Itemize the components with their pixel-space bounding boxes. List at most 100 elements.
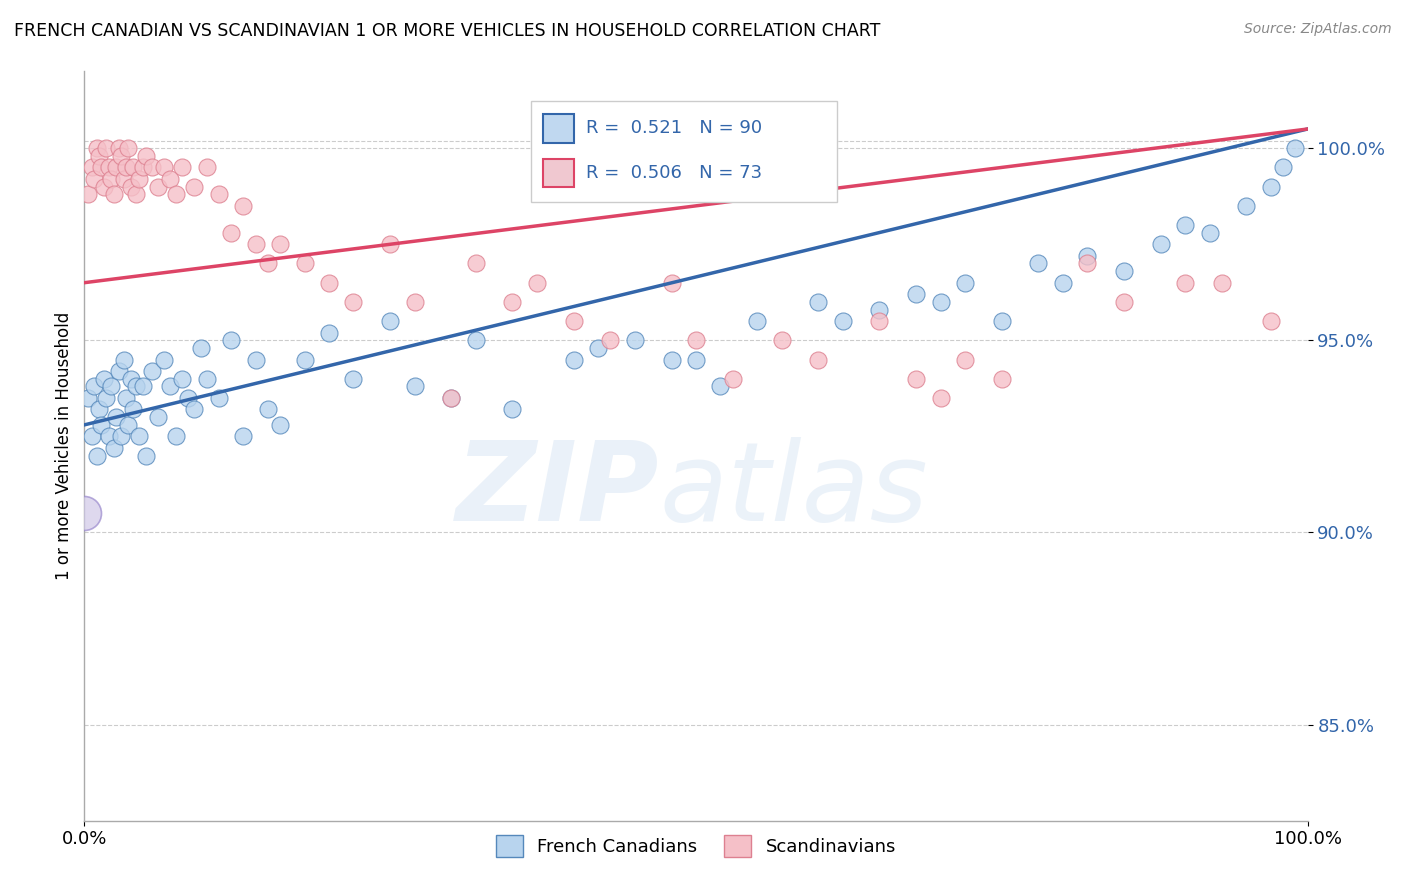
Point — [953, 276, 976, 290]
Point — [141, 364, 163, 378]
Point — [159, 379, 181, 393]
Point — [1028, 256, 1050, 270]
Text: FRENCH CANADIAN VS SCANDINAVIAN 1 OR MORE VEHICLES IN HOUSEHOLD CORRELATION CHAR: FRENCH CANADIAN VS SCANDINAVIAN 1 OR MOR… — [14, 22, 880, 40]
Point — [80, 161, 103, 175]
Point — [103, 187, 125, 202]
Point — [404, 294, 426, 309]
Point — [464, 256, 486, 270]
Point — [115, 161, 138, 175]
Legend: French Canadians, Scandinavians: French Canadians, Scandinavians — [488, 828, 904, 864]
Point — [87, 402, 110, 417]
Point — [1272, 161, 1295, 175]
Point — [115, 391, 138, 405]
Point — [562, 352, 585, 367]
Point — [117, 141, 139, 155]
Point — [807, 352, 830, 367]
Point — [991, 372, 1014, 386]
Point — [599, 334, 621, 348]
Point — [77, 391, 100, 405]
Point — [661, 352, 683, 367]
Point — [120, 372, 142, 386]
Point — [132, 379, 155, 393]
Point — [342, 294, 364, 309]
Point — [318, 276, 340, 290]
Point — [1114, 294, 1136, 309]
Point — [100, 172, 122, 186]
Point — [502, 294, 524, 309]
Point — [257, 256, 280, 270]
Point — [929, 294, 952, 309]
Point — [165, 187, 187, 202]
Text: R =  0.506   N = 73: R = 0.506 N = 73 — [586, 164, 762, 182]
Point — [195, 161, 218, 175]
Point — [709, 379, 731, 393]
Point — [77, 187, 100, 202]
Text: Source: ZipAtlas.com: Source: ZipAtlas.com — [1244, 22, 1392, 37]
Point — [125, 379, 148, 393]
Point — [177, 391, 200, 405]
Point — [83, 172, 105, 186]
Point — [232, 199, 254, 213]
Point — [1211, 276, 1233, 290]
Point — [1236, 199, 1258, 213]
Point — [172, 372, 194, 386]
Point — [747, 314, 769, 328]
Point — [103, 441, 125, 455]
Point — [125, 187, 148, 202]
Point — [526, 276, 548, 290]
Point — [110, 429, 132, 443]
Point — [721, 372, 744, 386]
Point — [122, 402, 145, 417]
Point — [128, 172, 150, 186]
Point — [1198, 226, 1220, 240]
Point — [195, 372, 218, 386]
Point — [135, 149, 157, 163]
Point — [87, 149, 110, 163]
Point — [1284, 141, 1306, 155]
Point — [135, 449, 157, 463]
Point — [318, 326, 340, 340]
Point — [269, 417, 291, 432]
Point — [440, 391, 463, 405]
Point — [929, 391, 952, 405]
Point — [770, 334, 793, 348]
Point — [661, 276, 683, 290]
Point — [208, 391, 231, 405]
Point — [80, 429, 103, 443]
Point — [93, 179, 115, 194]
Point — [869, 302, 891, 317]
Point — [245, 237, 267, 252]
Point — [991, 314, 1014, 328]
Point — [1174, 276, 1197, 290]
Point — [905, 372, 928, 386]
Point — [183, 402, 205, 417]
Point — [112, 172, 135, 186]
Point — [153, 352, 176, 367]
Point — [96, 391, 118, 405]
Point — [208, 187, 231, 202]
FancyBboxPatch shape — [531, 102, 837, 202]
Point — [132, 161, 155, 175]
Point — [869, 314, 891, 328]
Point — [159, 172, 181, 186]
Point — [404, 379, 426, 393]
Point — [105, 161, 128, 175]
Point — [146, 410, 169, 425]
Point — [1260, 179, 1282, 194]
Point — [97, 161, 120, 175]
Point — [953, 352, 976, 367]
Point — [562, 314, 585, 328]
Point — [112, 352, 135, 367]
Point — [624, 334, 647, 348]
Point — [380, 237, 402, 252]
Point — [1174, 218, 1197, 232]
Point — [105, 410, 128, 425]
Point — [464, 334, 486, 348]
Point — [905, 287, 928, 301]
Point — [93, 372, 115, 386]
Point — [380, 314, 402, 328]
Point — [96, 141, 118, 155]
Point — [586, 341, 609, 355]
Point — [245, 352, 267, 367]
Point — [807, 294, 830, 309]
